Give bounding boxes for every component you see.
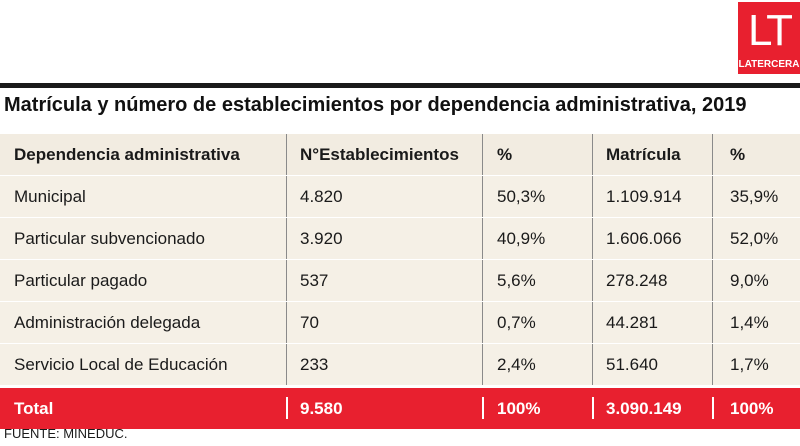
table-total-row: Total 9.580 100% 3.090.149 100% — [0, 388, 800, 429]
cell-col-pct-matricula: 35,9% — [730, 187, 779, 206]
cell-col-establecimientos: 537 — [300, 271, 329, 290]
column-separator — [712, 397, 714, 419]
column-separator — [712, 344, 713, 385]
column-separator — [482, 397, 484, 419]
cell-col-pct-establecimientos: 40,9% — [497, 229, 546, 248]
column-separator — [482, 260, 483, 301]
page-title: Matrícula y número de establecimientos p… — [4, 94, 747, 116]
column-separator — [482, 302, 483, 343]
cell-col-establecimientos: 4.820 — [300, 187, 343, 206]
cell-col-pct-matricula: 9,0% — [730, 271, 769, 290]
column-separator — [712, 176, 713, 217]
logo-name: LATERCERA — [738, 59, 800, 70]
column-separator — [712, 302, 713, 343]
column-separator — [592, 260, 593, 301]
cell-col-matricula: 1.606.066 — [606, 229, 682, 248]
column-separator — [592, 218, 593, 259]
cell-col-pct-establecimientos: 5,6% — [497, 271, 536, 290]
table-row: Administración delegada 70 0,7% 44.281 1,4% — [0, 302, 800, 343]
cell-col-establecimientos: 3.920 — [300, 229, 343, 248]
column-separator — [592, 134, 593, 175]
table-row: Servicio Local de Educación 233 2,4% 51.640… — [0, 344, 800, 385]
cell-col-matricula: 3.090.149 — [606, 399, 682, 418]
cell-col-establecimientos: 9.580 — [300, 399, 343, 418]
cell-col-matricula: 1.109.914 — [606, 187, 682, 206]
header-col-establecimientos: N°Establecimientos — [300, 145, 459, 164]
logo-mark: LT — [747, 6, 793, 55]
cell-col-matricula: 278.248 — [606, 271, 668, 290]
cell-col-dependencia: Particular subvencionado — [14, 229, 205, 248]
cell-col-pct-matricula: 52,0% — [730, 229, 779, 248]
column-separator — [482, 344, 483, 385]
cell-col-dependencia: Servicio Local de Educación — [14, 355, 228, 374]
cell-col-matricula: 44.281 — [606, 313, 658, 332]
column-separator — [712, 260, 713, 301]
column-separator — [712, 134, 713, 175]
cell-col-pct-establecimientos: 0,7% — [497, 313, 536, 332]
top-rule — [0, 83, 800, 88]
cell-col-establecimientos: 70 — [300, 313, 319, 332]
column-separator — [286, 344, 287, 385]
column-separator — [286, 218, 287, 259]
source-note: FUENTE: MINEDUC. — [4, 426, 128, 441]
column-separator — [592, 344, 593, 385]
cell-col-pct-matricula: 1,7% — [730, 355, 769, 374]
cell-col-establecimientos: 233 — [300, 355, 329, 374]
header-col-matricula: Matrícula — [606, 145, 681, 164]
column-separator — [712, 218, 713, 259]
column-separator — [286, 302, 287, 343]
la-tercera-logo: LT LATERCERA — [738, 2, 800, 74]
column-separator — [286, 176, 287, 217]
cell-col-pct-matricula: 1,4% — [730, 313, 769, 332]
column-separator — [482, 176, 483, 217]
column-separator — [286, 397, 288, 419]
header-col-pct-matricula: % — [730, 145, 746, 164]
cell-col-pct-establecimientos: 50,3% — [497, 187, 546, 206]
column-separator — [592, 176, 593, 217]
cell-col-dependencia: Particular pagado — [14, 271, 148, 290]
cell-col-pct-matricula: 100% — [730, 399, 774, 418]
cell-col-dependencia: Total — [14, 399, 54, 418]
cell-col-dependencia: Administración delegada — [14, 313, 201, 332]
column-separator — [286, 260, 287, 301]
table-row: Particular pagado 537 5,6% 278.248 9,0% — [0, 260, 800, 301]
column-separator — [482, 134, 483, 175]
header-col-pct-establecimientos: % — [497, 145, 513, 164]
table-header-row: Dependencia administrativa N°Establecimie… — [0, 134, 800, 175]
cell-col-pct-establecimientos: 100% — [497, 399, 541, 418]
column-separator — [592, 302, 593, 343]
column-separator — [592, 397, 594, 419]
cell-col-matricula: 51.640 — [606, 355, 658, 374]
table-row: Particular subvencionado 3.920 40,9% 1.606.… — [0, 218, 800, 259]
cell-col-dependencia: Municipal — [14, 187, 86, 206]
column-separator — [286, 134, 287, 175]
table-row: Municipal 4.820 50,3% 1.109.914 35,9% — [0, 176, 800, 217]
header-col-dependencia: Dependencia administrativa — [14, 145, 240, 164]
column-separator — [482, 218, 483, 259]
cell-col-pct-establecimientos: 2,4% — [497, 355, 536, 374]
